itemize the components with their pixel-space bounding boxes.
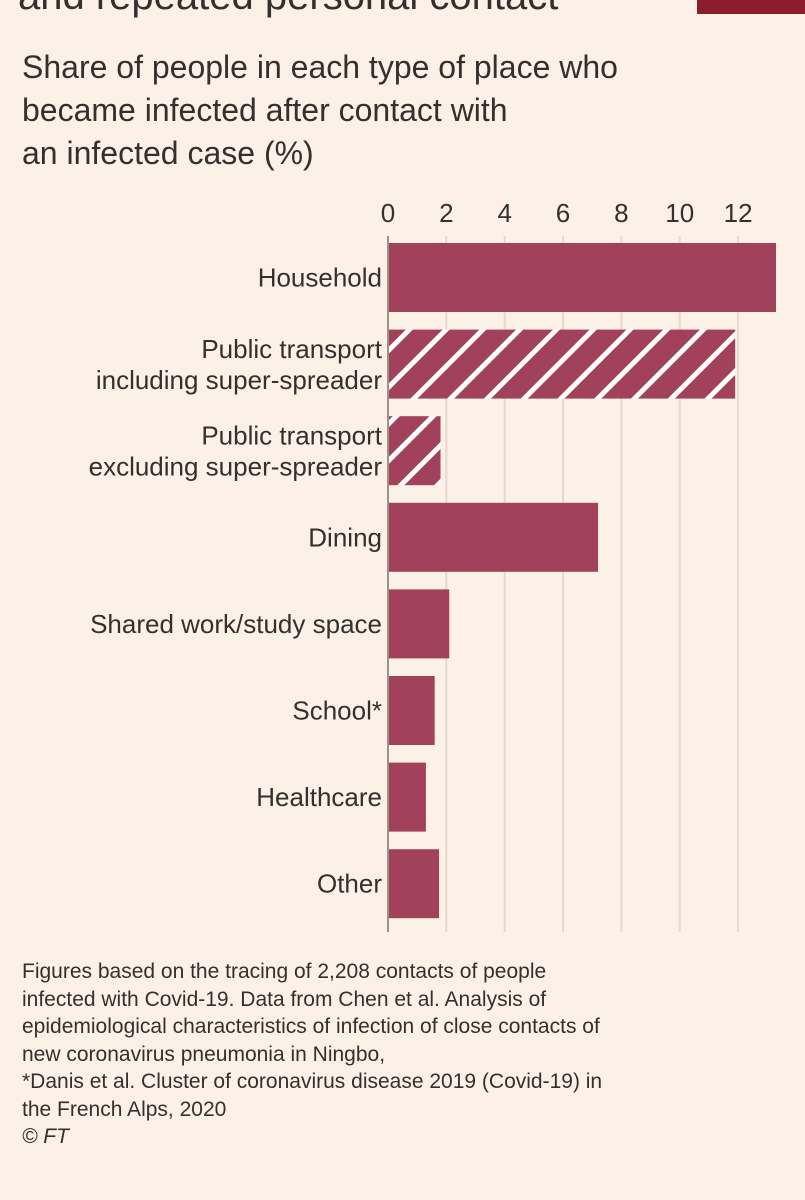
x-tick-label: 10 <box>665 198 694 228</box>
category-label: Healthcare <box>256 782 382 812</box>
bar <box>388 589 450 659</box>
footnote-line: the French Alps, 2020 <box>22 1097 227 1121</box>
header-accent-bar <box>697 0 805 14</box>
category-label: School* <box>292 696 382 726</box>
source-credit: © FT <box>22 1125 69 1148</box>
bar <box>388 329 736 399</box>
category-label: Shared work/study space <box>90 609 382 639</box>
footnote-line: infected with Covid-19. Data from Chen e… <box>22 987 547 1011</box>
bar <box>388 676 435 745</box>
footnote-line: epidemiological characteristics of infec… <box>22 1015 600 1038</box>
subtitle-line: an infected case (%) <box>22 135 314 171</box>
x-tick-label: 12 <box>724 198 753 228</box>
chart-footnote: Figures based on the tracing of 2,208 co… <box>22 958 792 1151</box>
category-label: Public transport <box>201 421 382 451</box>
category-label: including super-spreader <box>96 365 383 395</box>
x-tick-label: 0 <box>381 198 395 228</box>
cropped-title: and repeated personal contact <box>18 0 558 19</box>
x-tick-label: 8 <box>614 198 628 228</box>
category-label: Household <box>258 263 382 293</box>
category-label: Other <box>317 869 382 899</box>
chart-subtitle: Share of people in each type of place wh… <box>22 46 762 175</box>
footnote-line: new coronavirus pneumonia in Ningbo, <box>22 1042 386 1066</box>
category-label: Public transport <box>201 334 382 364</box>
category-label: excluding super-spreader <box>89 452 383 482</box>
subtitle-line: Share of people in each type of place wh… <box>22 49 618 85</box>
bar <box>388 849 440 919</box>
x-tick-label: 4 <box>497 198 511 228</box>
footnote-line: Figures based on the tracing of 2,208 co… <box>22 960 547 983</box>
x-tick-label: 2 <box>439 198 453 228</box>
bar <box>388 502 599 572</box>
bar <box>388 243 776 312</box>
bar <box>388 762 426 832</box>
subtitle-line: became infected after contact with <box>22 92 508 128</box>
x-tick-label: 6 <box>556 198 570 228</box>
category-label: Dining <box>308 522 382 552</box>
bar <box>388 416 441 486</box>
footnote-line: *Danis et al. Cluster of coronavirus dis… <box>22 1070 603 1093</box>
